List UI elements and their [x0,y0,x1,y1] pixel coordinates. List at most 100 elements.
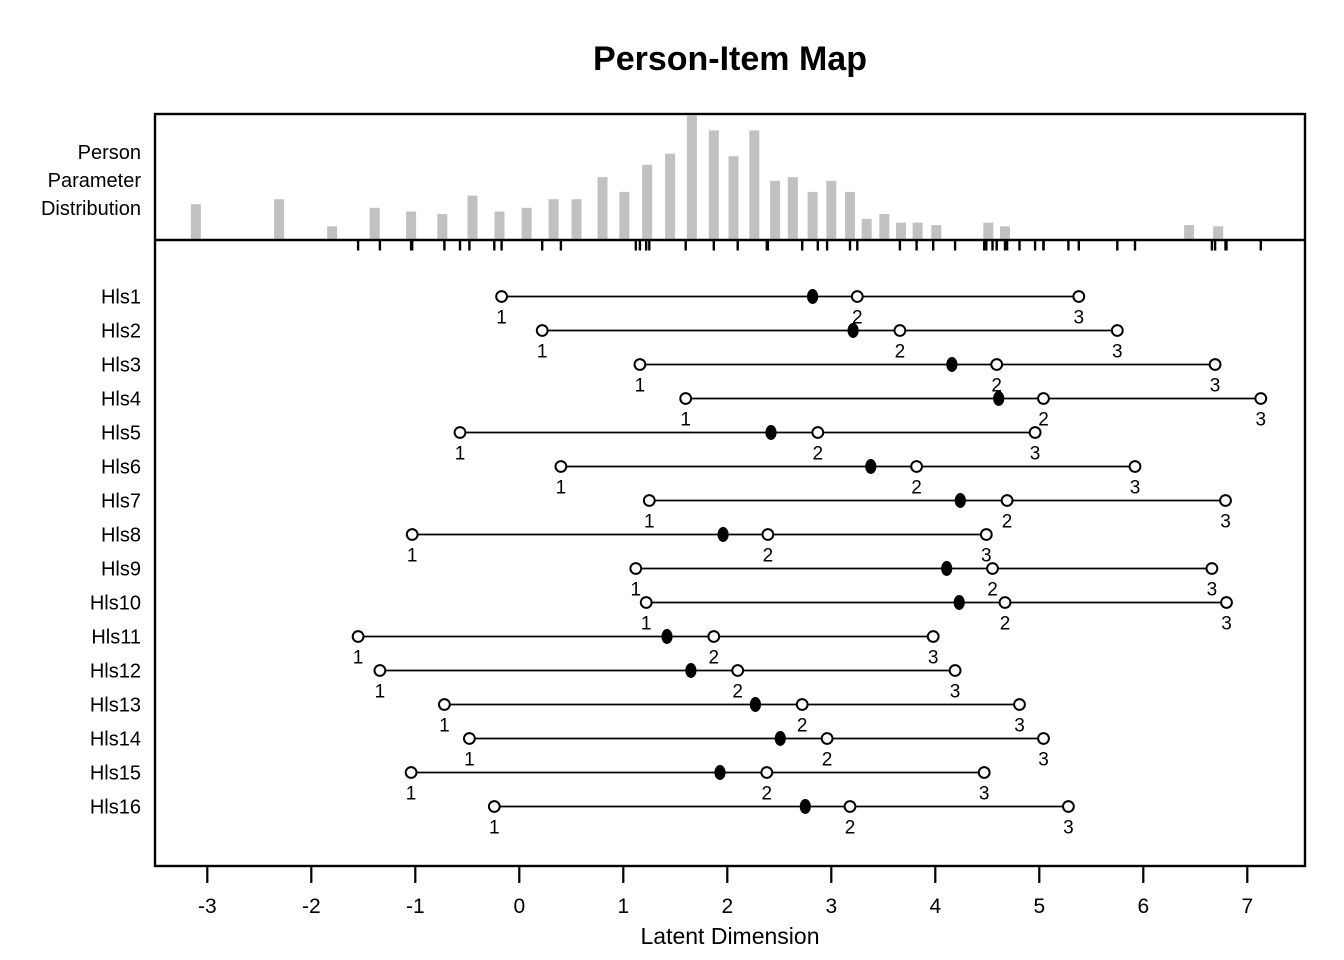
item-label: Hls2 [101,321,141,343]
threshold-label: 1 [455,444,466,465]
item-row: Hls5 1 2 3 [101,423,1042,465]
threshold-label: 3 [928,648,939,669]
threshold-point [850,290,864,303]
histogram-bar [1000,226,1010,239]
threshold-label: 2 [797,716,808,737]
threshold-point [1220,596,1233,609]
item-location-point [714,765,726,780]
threshold-label: 2 [1002,512,1013,533]
threshold-label: 3 [1112,342,1123,363]
threshold-label: 3 [1207,580,1218,601]
threshold-label: 1 [635,376,646,397]
histogram-bar [749,130,760,239]
threshold-point [1000,494,1014,507]
item-location-point [717,527,729,542]
threshold-point [1219,494,1232,507]
histogram-bar [845,191,855,239]
item-label: Hls12 [90,661,141,683]
threshold-point [1037,732,1050,745]
threshold-label: 1 [641,614,652,635]
histogram-bar [861,218,872,239]
item-location-point [807,289,819,304]
histogram-bar [548,199,559,239]
threshold-label: 2 [822,750,833,771]
threshold-label: 3 [1220,512,1231,533]
threshold-label: 3 [1221,614,1232,635]
histogram-bar [708,130,719,239]
item-location-point [765,425,777,440]
threshold-label: 2 [911,478,922,499]
histogram-bar [642,164,653,239]
histogram-bar [912,222,923,239]
threshold-point [404,766,418,779]
item-location-point [953,595,965,610]
histogram-bar [1184,225,1195,239]
histogram-bar [1213,226,1224,239]
x-axis-tick-label: 0 [513,895,525,918]
item-row: Hls6 1 2 3 [101,457,1142,499]
threshold-point [760,766,774,779]
item-location-point [749,697,762,712]
histogram-bar [983,222,994,239]
threshold-label: 3 [1030,444,1041,465]
item-label: Hls6 [101,457,141,479]
threshold-label: 2 [1000,614,1011,635]
threshold-label: 3 [1038,750,1049,771]
threshold-label: 1 [631,580,642,601]
threshold-label: 3 [979,784,990,805]
threshold-point [438,698,451,711]
x-axis-tick-label: 5 [1033,895,1045,918]
threshold-label: 2 [709,648,720,669]
threshold-label: 1 [489,818,500,839]
item-label: Hls9 [101,559,141,581]
threshold-label: 3 [1130,478,1141,499]
threshold-point [1205,562,1219,575]
item-row: Hls16 1 2 3 [90,797,1075,839]
x-axis-tick-label: -3 [198,895,217,918]
panel-label-line: Parameter [48,170,142,192]
threshold-point [1013,698,1026,711]
threshold-label: 1 [464,750,475,771]
threshold-label: 2 [762,784,773,805]
threshold-label: 1 [375,682,386,703]
threshold-point [351,630,365,643]
threshold-point [811,426,825,439]
item-row: Hls11 1 2 3 [91,627,940,669]
item-row: Hls13 1 2 3 [90,695,1026,737]
item-row: Hls3 1 2 3 [101,355,1222,397]
threshold-label: 3 [1074,308,1085,329]
x-axis-tick-label: 6 [1137,895,1149,918]
threshold-point [453,426,467,439]
item-row: Hls4 1 2 3 [101,389,1268,431]
threshold-label: 1 [644,512,655,533]
panel-label-line: Distribution [41,198,141,220]
histogram-bar [826,180,837,239]
threshold-point [707,630,721,643]
threshold-point [405,528,419,541]
threshold-label: 1 [406,784,417,805]
item-location-point [941,561,953,576]
item-label: Hls7 [101,491,141,513]
threshold-label: 2 [852,308,863,329]
threshold-point [926,630,940,643]
item-row: Hls12 1 2 3 [90,661,962,703]
threshold-point [910,460,923,473]
threshold-point [535,324,549,337]
threshold-point [998,596,1012,609]
histogram-bar [521,207,532,239]
item-location-point [954,493,966,508]
histogram-bar [619,191,630,239]
histogram-bar [327,226,338,239]
threshold-point [893,324,907,337]
threshold-label: 1 [439,716,450,737]
threshold-label: 1 [496,308,507,329]
threshold-point [554,460,568,473]
threshold-point [843,800,857,813]
threshold-label: 2 [895,342,906,363]
item-location-point [661,629,673,644]
histogram-bar [571,199,582,239]
threshold-point [731,664,745,677]
histogram-bar [807,191,818,239]
